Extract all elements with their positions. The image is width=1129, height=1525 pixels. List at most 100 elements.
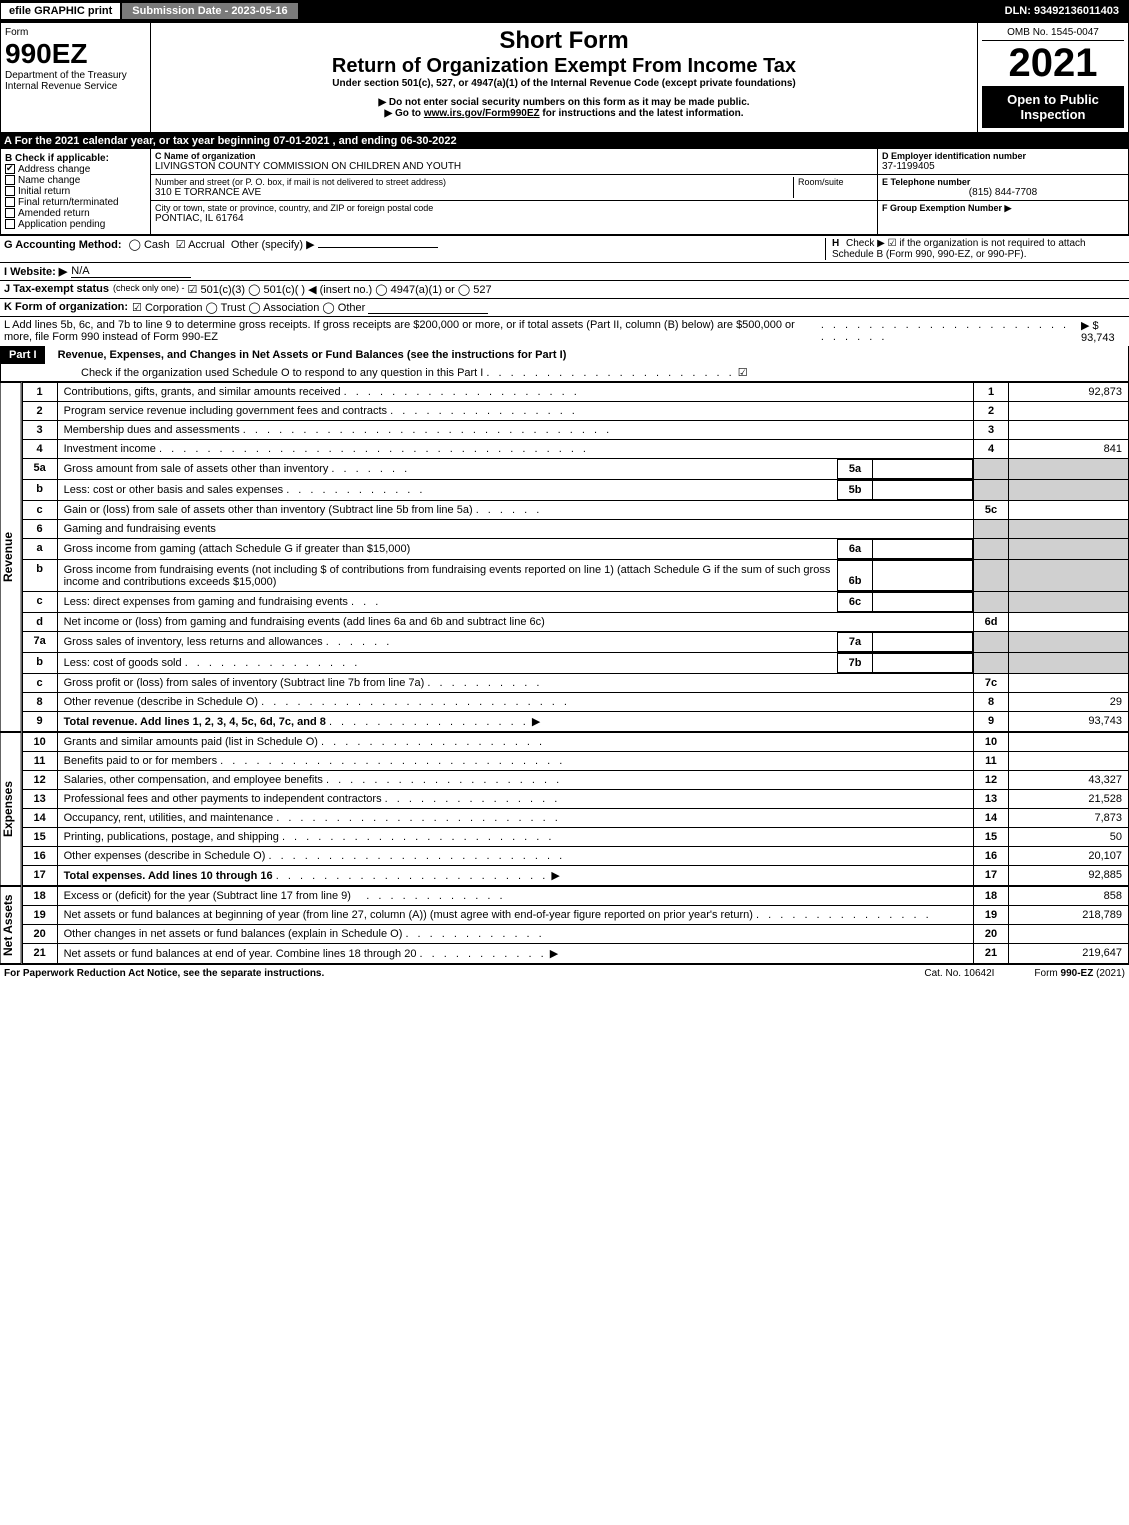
box-i: I Website: ▶ N/A — [0, 262, 1129, 280]
group-exemption-label: F Group Exemption Number ▶ — [882, 203, 1011, 213]
l-amount: ▶ $ 93,743 — [1081, 319, 1125, 344]
chk-initial-return[interactable]: Initial return — [5, 186, 146, 197]
org-name-label: C Name of organization — [155, 151, 873, 161]
topbar: efile GRAPHIC print Submission Date - 20… — [0, 0, 1129, 22]
line-5c: cGain or (loss) from sale of assets othe… — [22, 501, 1128, 520]
footer-left: For Paperwork Reduction Act Notice, see … — [4, 968, 324, 979]
g-cash[interactable]: Cash — [144, 239, 170, 251]
city-label: City or town, state or province, country… — [155, 203, 873, 213]
chk-name-change[interactable]: Name change — [5, 175, 146, 186]
room-suite-label: Room/suite — [793, 177, 873, 198]
part1-check-mark[interactable]: ☑ — [738, 367, 748, 379]
box-j: J Tax-exempt status (check only one) - ☑… — [0, 280, 1129, 298]
netassets-side-label: Net Assets — [0, 886, 22, 964]
note2-pre: ▶ Go to — [384, 108, 423, 119]
netassets-table: 18Excess or (deficit) for the year (Subt… — [22, 886, 1129, 964]
chk-final-return[interactable]: Final return/terminated — [5, 197, 146, 208]
j-sub: (check only one) - — [113, 283, 185, 296]
g-other[interactable]: Other (specify) ▶ — [231, 239, 315, 251]
part1-title: Revenue, Expenses, and Changes in Net As… — [48, 349, 567, 361]
return-title: Return of Organization Exempt From Incom… — [155, 55, 973, 78]
header-subtitle: Under section 501(c), 527, or 4947(a)(1)… — [155, 78, 973, 89]
part1-header-row: Part I Revenue, Expenses, and Changes in… — [0, 346, 1129, 382]
line-16: 16Other expenses (describe in Schedule O… — [22, 847, 1128, 866]
chk-application-pending[interactable]: Application pending — [5, 219, 146, 230]
revenue-block: Revenue 1Contributions, gifts, grants, a… — [0, 382, 1129, 732]
line-1: 1Contributions, gifts, grants, and simil… — [22, 383, 1128, 402]
footer-catno: Cat. No. 10642I — [924, 968, 994, 979]
line-5b: bLess: cost or other basis and sales exp… — [22, 480, 1128, 501]
header-center: Short Form Return of Organization Exempt… — [151, 23, 978, 132]
short-form-title: Short Form — [155, 27, 973, 55]
k-opts[interactable]: ☑ Corporation ◯ Trust ◯ Association ◯ Ot… — [132, 301, 365, 314]
line-20: 20Other changes in net assets or fund ba… — [22, 925, 1128, 944]
line-6: 6Gaming and fundraising events — [22, 520, 1128, 539]
header-right: OMB No. 1545-0047 2021 Open to Public In… — [978, 23, 1128, 132]
line-13: 13Professional fees and other payments t… — [22, 790, 1128, 809]
efile-print[interactable]: efile GRAPHIC print — [0, 2, 121, 20]
form-number: 990EZ — [5, 38, 146, 70]
line-10: 10Grants and similar amounts paid (list … — [22, 733, 1128, 752]
form-header: Form 990EZ Department of the Treasury In… — [0, 22, 1129, 133]
box-e: E Telephone number (815) 844-7708 — [878, 175, 1128, 201]
line-5a: 5aGross amount from sale of assets other… — [22, 459, 1128, 480]
h-text: Check ▶ ☑ if the organization is not req… — [832, 238, 1086, 260]
box-g: G Accounting Method: ◯ Cash ☑ Accrual Ot… — [4, 238, 825, 260]
org-name-cell: C Name of organization LIVINGSTON COUNTY… — [151, 149, 877, 175]
tax-year: 2021 — [982, 41, 1124, 86]
city-value: PONTIAC, IL 61764 — [155, 213, 873, 224]
box-c: C Name of organization LIVINGSTON COUNTY… — [151, 149, 878, 234]
ein-value: 37-1199405 — [882, 161, 1124, 172]
line-2: 2Program service revenue including gover… — [22, 402, 1128, 421]
line-9: 9Total revenue. Add lines 1, 2, 3, 4, 5c… — [22, 712, 1128, 732]
form-word: Form — [5, 27, 146, 38]
page-footer: For Paperwork Reduction Act Notice, see … — [0, 964, 1129, 982]
part1-check-line: Check if the organization used Schedule … — [1, 364, 1128, 381]
chk-address-change[interactable]: Address change — [5, 164, 146, 175]
l-text: L Add lines 5b, 6c, and 7b to line 9 to … — [4, 319, 821, 344]
revenue-table: 1Contributions, gifts, grants, and simil… — [22, 382, 1129, 732]
line-11: 11Benefits paid to or for members . . . … — [22, 752, 1128, 771]
dept-treasury: Department of the Treasury — [5, 70, 146, 81]
box-f: F Group Exemption Number ▶ — [878, 201, 1128, 216]
part1-badge: Part I — [1, 346, 45, 364]
box-d: D Employer identification number 37-1199… — [878, 149, 1128, 175]
line-18: 18Excess or (deficit) for the year (Subt… — [22, 887, 1128, 906]
i-label: I Website: ▶ — [4, 265, 67, 278]
section-a: A For the 2021 calendar year, or tax yea… — [0, 133, 1129, 149]
line-6d: dNet income or (loss) from gaming and fu… — [22, 613, 1128, 632]
g-label: G Accounting Method: — [4, 239, 122, 251]
header-note1: ▶ Do not enter social security numbers o… — [155, 97, 973, 108]
box-l: L Add lines 5b, 6c, and 7b to line 9 to … — [0, 316, 1129, 346]
box-def: D Employer identification number 37-1199… — [878, 149, 1128, 234]
line-g-h: G Accounting Method: ◯ Cash ☑ Accrual Ot… — [0, 235, 1129, 262]
l-dots: . . . . . . . . . . . . . . . . . . . . … — [821, 319, 1081, 344]
street-label: Number and street (or P. O. box, if mail… — [155, 177, 793, 187]
footer-formref: Form 990-EZ (2021) — [1034, 968, 1125, 979]
line-6c: cLess: direct expenses from gaming and f… — [22, 592, 1128, 613]
header-note2: ▶ Go to www.irs.gov/Form990EZ for instru… — [155, 108, 973, 119]
website-value: N/A — [71, 265, 191, 278]
line-14: 14Occupancy, rent, utilities, and mainte… — [22, 809, 1128, 828]
g-accrual[interactable]: Accrual — [188, 239, 225, 251]
box-k: K Form of organization: ☑ Corporation ◯ … — [0, 298, 1129, 316]
org-name: LIVINGSTON COUNTY COMMISSION ON CHILDREN… — [155, 161, 873, 172]
street-value: 310 E TORRANCE AVE — [155, 187, 793, 198]
expenses-block: Expenses 10Grants and similar amounts pa… — [0, 732, 1129, 886]
phone-value: (815) 844-7708 — [882, 187, 1124, 198]
info-grid: B Check if applicable: Address change Na… — [0, 149, 1129, 235]
note2-post: for instructions and the latest informat… — [540, 108, 744, 119]
j-opts[interactable]: ☑ 501(c)(3) ◯ 501(c)( ) ◀ (insert no.) ◯… — [188, 283, 492, 296]
k-label: K Form of organization: — [4, 301, 128, 314]
box-b-title: B Check if applicable: — [5, 153, 146, 164]
line-7c: cGross profit or (loss) from sales of in… — [22, 674, 1128, 693]
omb-number: OMB No. 1545-0047 — [982, 27, 1124, 41]
line-21: 21Net assets or fund balances at end of … — [22, 944, 1128, 964]
box-b: B Check if applicable: Address change Na… — [1, 149, 151, 234]
h-label: H — [832, 238, 839, 249]
line-8: 8Other revenue (describe in Schedule O) … — [22, 693, 1128, 712]
chk-amended-return[interactable]: Amended return — [5, 208, 146, 219]
revenue-side-label: Revenue — [0, 382, 22, 732]
expenses-side-label: Expenses — [0, 732, 22, 886]
irs-link[interactable]: www.irs.gov/Form990EZ — [424, 108, 540, 119]
